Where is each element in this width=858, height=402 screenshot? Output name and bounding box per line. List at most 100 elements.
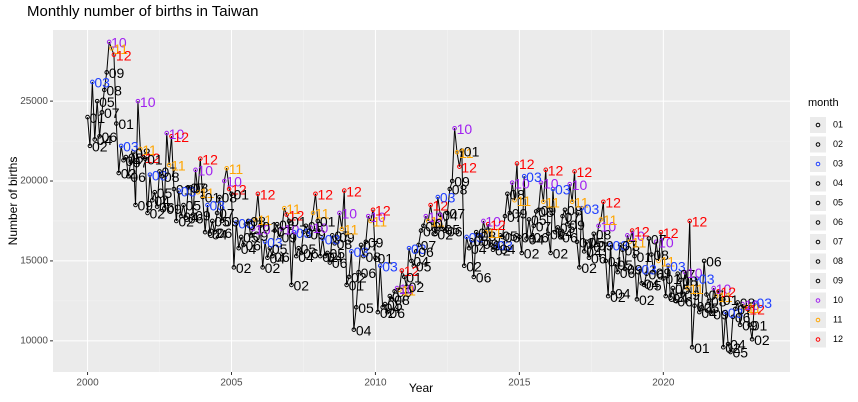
point [749, 336, 755, 342]
point [138, 146, 143, 152]
point [567, 181, 573, 187]
line-segment [367, 215, 372, 222]
point-label: 06 [274, 249, 290, 265]
point-label: 02 [697, 298, 713, 314]
legend-marker [815, 122, 821, 128]
point-label: 01 [377, 250, 393, 266]
point [286, 218, 292, 224]
point [557, 234, 563, 240]
point [517, 234, 522, 240]
point [689, 344, 695, 350]
line-segment [147, 174, 151, 214]
line-segment [233, 222, 237, 268]
point [605, 293, 611, 299]
line-segment [317, 220, 321, 257]
point [452, 125, 457, 131]
point-label: 07 [363, 238, 379, 254]
point-label: 09 [425, 218, 441, 234]
legend-label: 11 [833, 314, 842, 324]
legend-marker [815, 317, 821, 323]
point [473, 229, 479, 235]
point-label: 03 [181, 183, 197, 199]
point [478, 241, 484, 246]
line-segment [626, 235, 631, 242]
line-segment [706, 294, 710, 302]
legend-marker [815, 142, 821, 147]
point-label: 06 [505, 230, 521, 246]
line-segment [334, 236, 338, 244]
line-segment [660, 232, 664, 279]
line-segment [526, 219, 530, 239]
point-label: 04 [701, 305, 717, 321]
point [226, 186, 232, 192]
point [744, 306, 750, 312]
legend-label: 06 [833, 217, 843, 227]
y-tick-label: 15000 [20, 256, 48, 267]
point-label: 06 [735, 310, 751, 326]
point [128, 159, 134, 165]
point [737, 322, 743, 328]
point-label: 01 [118, 116, 134, 132]
line-segment [161, 176, 165, 209]
point-label: 11 [114, 41, 129, 57]
point [728, 349, 733, 355]
line-segment [547, 233, 552, 254]
point [344, 282, 349, 288]
line-segment [454, 128, 458, 153]
point-label: 03 [641, 262, 657, 278]
point [404, 284, 409, 289]
line-segment [89, 81, 93, 146]
point [721, 344, 726, 350]
point-label: 01 [176, 182, 192, 198]
point-label: 01 [694, 340, 710, 356]
point [577, 265, 582, 270]
line-segment [341, 190, 345, 229]
point [90, 79, 95, 85]
point-label: 01 [550, 226, 566, 242]
point [380, 304, 385, 310]
point-label: 03 [555, 182, 571, 198]
point-label: 07 [277, 223, 293, 239]
point [485, 221, 491, 227]
point-label: 08 [279, 217, 295, 233]
point [157, 169, 162, 174]
point [219, 218, 225, 224]
point [584, 239, 589, 245]
line-segment [283, 208, 288, 215]
point-label: 05 [502, 228, 518, 244]
point [104, 70, 110, 75]
legend-key [810, 234, 826, 250]
point [713, 293, 719, 299]
line-segment [257, 193, 261, 226]
point-label: 10 [716, 281, 732, 297]
line-segment [336, 212, 340, 238]
point-label: 02 [207, 225, 223, 241]
line-segment [156, 171, 161, 207]
point-label: 12 [433, 198, 449, 214]
point [334, 234, 340, 240]
point [687, 218, 693, 224]
line-segment [617, 244, 621, 273]
line-segment [725, 312, 729, 345]
point-label: 10 [198, 163, 214, 179]
legend-marker [815, 181, 821, 186]
line-segment [538, 182, 542, 210]
x-tick-label: 2010 [364, 378, 387, 389]
line-segment [262, 241, 266, 268]
point-label: 02 [322, 249, 338, 265]
point [116, 170, 122, 176]
point-label: 10 [572, 177, 588, 193]
point-label: 08 [740, 295, 756, 311]
point [430, 220, 436, 225]
point-label: 09 [397, 284, 413, 300]
point-label: 03 [411, 241, 427, 257]
point-label: 04 [644, 276, 660, 292]
point [553, 229, 558, 235]
point-label: 08 [596, 226, 612, 242]
point [353, 304, 359, 310]
point-label: 04 [212, 226, 228, 242]
point-label: 03 [325, 231, 341, 247]
line-segment [434, 196, 439, 234]
point [243, 221, 249, 227]
line-segment [655, 241, 660, 261]
